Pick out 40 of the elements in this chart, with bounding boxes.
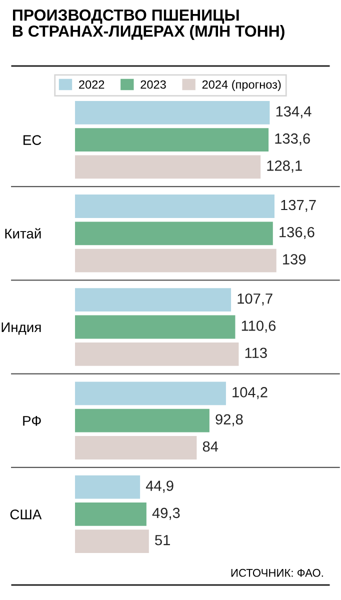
data-label: 104,2 xyxy=(232,387,268,400)
data-label: 133,6 xyxy=(275,133,310,146)
bar xyxy=(75,475,140,499)
data-label: 128,1 xyxy=(267,160,302,173)
data-label: 110,6 xyxy=(242,320,276,333)
data-label: 92,8 xyxy=(216,414,243,426)
data-label: 113 xyxy=(245,348,267,358)
bar xyxy=(75,436,197,460)
bar xyxy=(75,408,210,432)
data-label: 84 xyxy=(202,441,218,452)
data-label: 139 xyxy=(283,254,306,264)
bar xyxy=(75,128,269,152)
bar xyxy=(75,100,270,124)
y-tick-label: РФ xyxy=(23,416,41,426)
bar xyxy=(75,502,146,526)
legend-label: 2022 xyxy=(79,80,104,89)
bar xyxy=(75,194,274,218)
data-label: 44,9 xyxy=(146,480,174,493)
bar xyxy=(75,288,232,312)
bar xyxy=(75,222,273,246)
y-tick-label: Индия xyxy=(2,322,41,335)
text: ИСТОЧНИК: ФАО. xyxy=(231,568,323,577)
bar xyxy=(75,155,261,179)
y-tick-label: ЕС xyxy=(24,135,42,145)
bar xyxy=(75,530,149,554)
legend-label: 2024 (прогноз) xyxy=(202,80,281,92)
data-label: 49,3 xyxy=(152,508,180,520)
legend-label: 2023 xyxy=(140,80,166,89)
y-tick-label: США xyxy=(10,510,42,520)
bar xyxy=(75,248,276,272)
data-label: 51 xyxy=(155,535,170,546)
y-tick-label: Китай xyxy=(5,228,41,239)
bar xyxy=(75,315,236,339)
bar xyxy=(75,342,239,366)
data-label: 107,7 xyxy=(238,293,272,306)
bar xyxy=(75,382,226,406)
data-label: 134,4 xyxy=(276,106,312,118)
data-label: 136,6 xyxy=(280,226,314,240)
data-label: 137,7 xyxy=(281,200,316,212)
chart-title: ПРОИЗВОДСТВО ПШЕНИЦЫ В СТРАНАХ-ЛИДЕРАХ (МЛН ТОНН) xyxy=(13,9,284,40)
